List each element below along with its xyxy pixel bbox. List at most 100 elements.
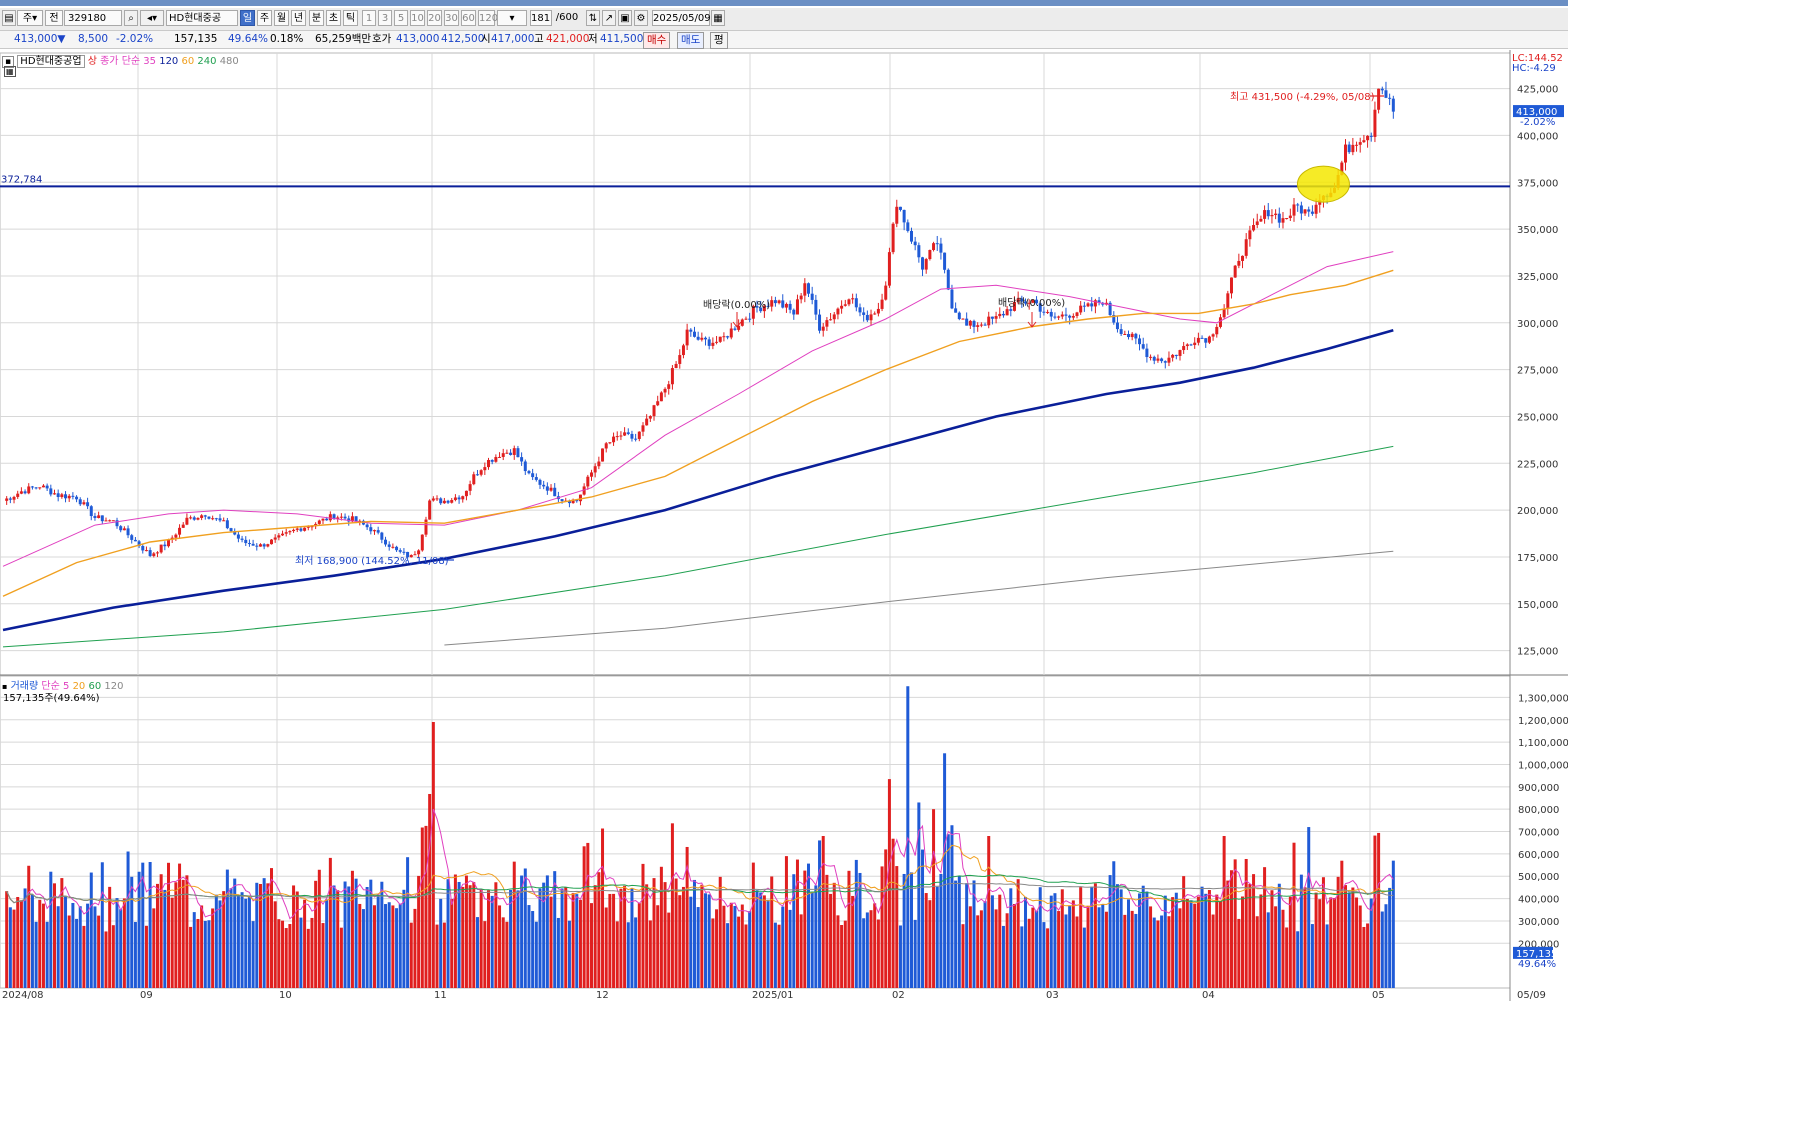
volume-bar <box>854 859 858 988</box>
minute-5-button[interactable]: 5 <box>394 10 408 26</box>
market-select[interactable]: 주▾ <box>17 10 43 26</box>
candle-body <box>979 324 983 326</box>
candle <box>523 459 527 475</box>
volume-bar <box>1229 870 1233 988</box>
buy-button[interactable]: 매수 <box>643 32 671 49</box>
volume-bar <box>858 872 862 988</box>
volume-bar <box>1115 884 1119 988</box>
volume-bar <box>1138 893 1142 988</box>
search-icon[interactable]: ⌕ <box>124 10 138 26</box>
legend-toggle-icon[interactable]: ▪ <box>2 56 15 68</box>
volume-bar <box>1299 874 1303 988</box>
candle-body <box>943 252 947 270</box>
minute-1-button[interactable]: 1 <box>362 10 376 26</box>
volume-bar <box>998 894 1002 988</box>
period-week-tab[interactable]: 주 <box>257 10 272 26</box>
period-tick-tab[interactable]: 틱 <box>343 10 358 26</box>
volume-bar <box>310 917 314 988</box>
gear-icon[interactable]: ⚙ <box>634 10 648 26</box>
candle-body <box>891 223 895 253</box>
date-input[interactable]: 2025/05/09 <box>652 10 711 26</box>
chart-type-icon[interactable]: ⇅ <box>586 10 600 26</box>
hc-label: HC:-4.29 <box>1512 63 1556 74</box>
period-year-tab[interactable]: 년 <box>291 10 306 26</box>
candle <box>483 462 487 475</box>
candle <box>733 326 737 331</box>
volume-bar <box>67 915 71 988</box>
candle <box>983 322 987 326</box>
volume-bar <box>700 884 704 988</box>
candle <box>71 492 75 500</box>
candle-body <box>865 314 869 321</box>
sell-button[interactable]: 매도 <box>677 32 705 49</box>
candle <box>1263 205 1267 224</box>
ma-line-480 <box>444 550 1394 646</box>
volume-toggle-icon[interactable]: ▪ <box>2 682 8 691</box>
stock-name-field[interactable]: HD현대중공 <box>166 10 238 26</box>
volume-bar <box>516 890 520 988</box>
candle <box>788 300 792 314</box>
period-minute-tab[interactable]: 분 <box>309 10 324 26</box>
minute-120-button[interactable]: 120 <box>478 10 498 26</box>
volume-bar <box>281 920 285 988</box>
candle-body <box>1314 204 1318 214</box>
speaker-icon[interactable]: ◂▾ <box>140 10 164 26</box>
volume-bar <box>1130 910 1134 988</box>
candle <box>700 332 704 342</box>
line-tool-icon[interactable]: ↗ <box>602 10 616 26</box>
period-day-tab[interactable]: 일 <box>240 10 255 26</box>
candle <box>185 513 189 526</box>
volume-bar <box>1031 907 1035 988</box>
volume-bar <box>1259 894 1263 988</box>
volume-bar <box>1141 885 1145 988</box>
candle-body <box>192 517 196 520</box>
volume-bar <box>935 886 939 988</box>
minute-3-button[interactable]: 3 <box>378 10 392 26</box>
volume-bar <box>545 875 549 988</box>
volume-bar <box>1097 907 1101 988</box>
display-count-input[interactable]: 181 <box>530 10 552 26</box>
volume-bar <box>115 898 119 988</box>
candle-body <box>722 336 726 338</box>
minute-30-button[interactable]: 30 <box>444 10 459 26</box>
volume-bar <box>97 915 101 988</box>
volume-bar <box>464 875 468 988</box>
stock-code-input[interactable]: 329180 <box>64 10 122 26</box>
exchange-select[interactable]: 전 <box>45 10 63 26</box>
custom-interval-select[interactable]: ▾ <box>497 10 527 26</box>
candle-body <box>924 259 928 270</box>
candle-body <box>505 452 509 454</box>
candle-body <box>1038 303 1042 312</box>
candle-body <box>1277 213 1281 223</box>
candle <box>1292 197 1296 222</box>
candle-body <box>818 314 822 331</box>
minute-10-button[interactable]: 10 <box>410 10 425 26</box>
candle <box>884 281 888 301</box>
minute-20-button[interactable]: 20 <box>427 10 442 26</box>
period-month-tab[interactable]: 월 <box>274 10 289 26</box>
candle-body <box>1369 135 1373 137</box>
volume-bar <box>689 896 693 988</box>
candle-body <box>1141 344 1145 349</box>
save-icon[interactable]: ▣ <box>618 10 632 26</box>
candle-body <box>1310 211 1314 214</box>
eval-button[interactable]: 평 <box>710 32 728 49</box>
volume-bar <box>207 920 211 988</box>
calendar-icon[interactable]: ▦ <box>711 10 725 26</box>
candle-body <box>545 486 549 491</box>
volume-ma-60: 60 <box>88 681 102 692</box>
volume-bar <box>1211 914 1215 988</box>
candle <box>41 484 45 488</box>
candle-body <box>909 230 913 242</box>
volume-bar <box>78 906 82 988</box>
volume-bar <box>398 903 402 988</box>
candle <box>365 523 369 530</box>
volume-bar <box>961 924 965 988</box>
minute-60-button[interactable]: 60 <box>461 10 476 26</box>
price-tick-label: 400,000 <box>1517 131 1558 142</box>
candle <box>784 302 788 313</box>
candle-body <box>1020 298 1024 302</box>
period-second-tab[interactable]: 초 <box>326 10 341 26</box>
grid-toggle-icon[interactable]: ▦ <box>4 66 16 77</box>
layout-icon[interactable]: ▤ <box>2 10 16 26</box>
